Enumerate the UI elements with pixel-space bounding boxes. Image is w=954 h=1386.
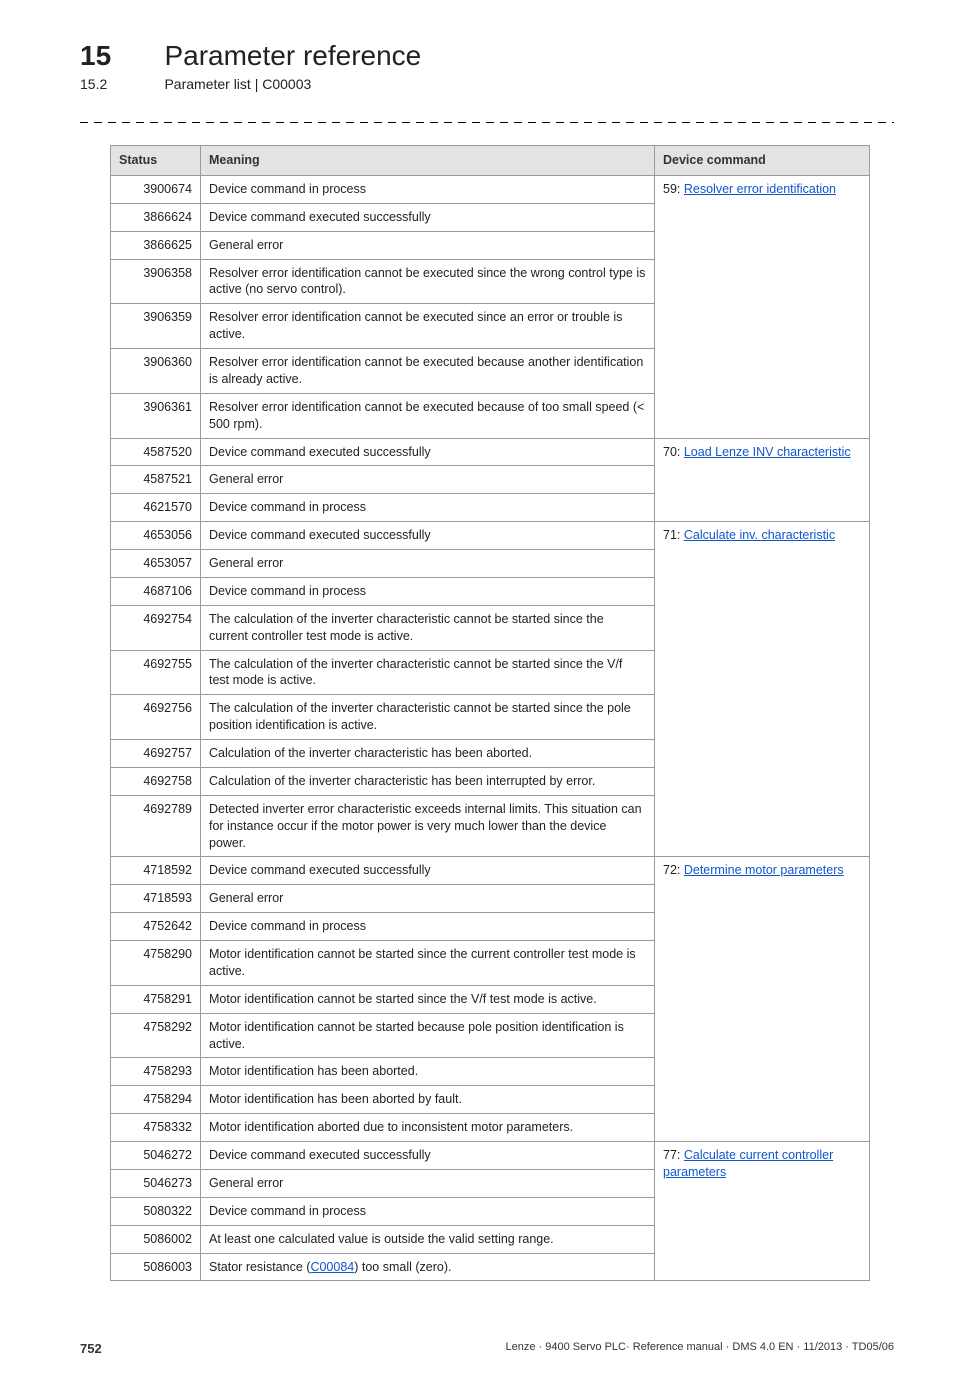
meaning-cell: General error	[201, 550, 655, 578]
table-row: 5046272Device command executed successfu…	[111, 1142, 870, 1170]
meaning-cell: Calculation of the inverter characterist…	[201, 767, 655, 795]
table-header-row: Status Meaning Device command	[111, 146, 870, 176]
status-cell: 4692754	[111, 605, 201, 650]
status-cell: 4587520	[111, 438, 201, 466]
command-cell: 71: Calculate inv. characteristic	[655, 522, 870, 857]
table-row: 3900674Device command in process59: Reso…	[111, 175, 870, 203]
status-cell: 3906360	[111, 349, 201, 394]
status-cell: 3866624	[111, 203, 201, 231]
inline-link[interactable]: C00084	[310, 1260, 354, 1274]
command-link[interactable]: Determine motor parameters	[684, 863, 844, 877]
table-row: 4718592Device command executed successfu…	[111, 857, 870, 885]
table-row: 4587520Device command executed successfu…	[111, 438, 870, 466]
command-cell: 70: Load Lenze INV characteristic	[655, 438, 870, 522]
footer-info: Lenze · 9400 Servo PLC· Reference manual…	[506, 1341, 894, 1356]
status-cell: 4687106	[111, 577, 201, 605]
command-link[interactable]: Load Lenze INV characteristic	[684, 445, 851, 459]
meaning-cell: Device command in process	[201, 494, 655, 522]
status-cell: 5086003	[111, 1253, 201, 1281]
meaning-cell: General error	[201, 1169, 655, 1197]
status-cell: 4653056	[111, 522, 201, 550]
status-cell: 4692757	[111, 740, 201, 768]
meaning-cell: Calculation of the inverter characterist…	[201, 740, 655, 768]
status-cell: 4758332	[111, 1114, 201, 1142]
meaning-cell: The calculation of the inverter characte…	[201, 695, 655, 740]
status-cell: 4758293	[111, 1058, 201, 1086]
status-cell: 5086002	[111, 1225, 201, 1253]
status-cell: 5046272	[111, 1142, 201, 1170]
divider	[80, 122, 894, 123]
meaning-cell: Resolver error identification cannot be …	[201, 304, 655, 349]
table-row: 4653056Device command executed successfu…	[111, 522, 870, 550]
command-cell: 72: Determine motor parameters	[655, 857, 870, 1142]
meaning-cell: At least one calculated value is outside…	[201, 1225, 655, 1253]
parameter-table: Status Meaning Device command 3900674Dev…	[110, 145, 870, 1281]
status-cell: 4758292	[111, 1013, 201, 1058]
meaning-cell: Motor identification cannot be started b…	[201, 1013, 655, 1058]
meaning-cell: Device command in process	[201, 913, 655, 941]
meaning-cell: General error	[201, 466, 655, 494]
status-cell: 4758290	[111, 941, 201, 986]
status-cell: 4752642	[111, 913, 201, 941]
status-cell: 3900674	[111, 175, 201, 203]
page-number: 752	[80, 1341, 102, 1356]
meaning-cell: Motor identification has been aborted.	[201, 1058, 655, 1086]
status-cell: 4692789	[111, 795, 201, 857]
meaning-cell: Detected inverter error characteristic e…	[201, 795, 655, 857]
status-cell: 4758291	[111, 985, 201, 1013]
meaning-cell: Device command executed successfully	[201, 438, 655, 466]
meaning-cell: Motor identification cannot be started s…	[201, 941, 655, 986]
meaning-cell: General error	[201, 231, 655, 259]
meaning-cell: The calculation of the inverter characte…	[201, 650, 655, 695]
status-cell: 4718592	[111, 857, 201, 885]
meaning-cell: Resolver error identification cannot be …	[201, 259, 655, 304]
command-cell: 59: Resolver error identification	[655, 175, 870, 438]
section-number: 15.2	[80, 76, 160, 92]
status-cell: 4692755	[111, 650, 201, 695]
command-link[interactable]: Calculate current controller parameters	[663, 1148, 833, 1179]
status-cell: 3906359	[111, 304, 201, 349]
meaning-cell: The calculation of the inverter characte…	[201, 605, 655, 650]
meaning-cell: Device command in process	[201, 577, 655, 605]
command-cell: 77: Calculate current controller paramet…	[655, 1142, 870, 1281]
meaning-cell: Resolver error identification cannot be …	[201, 349, 655, 394]
meaning-cell: Motor identification has been aborted by…	[201, 1086, 655, 1114]
status-cell: 4587521	[111, 466, 201, 494]
meaning-cell: Resolver error identification cannot be …	[201, 393, 655, 438]
chapter-title: Parameter reference	[164, 40, 421, 72]
meaning-cell: Device command in process	[201, 1197, 655, 1225]
meaning-cell: Device command executed successfully	[201, 857, 655, 885]
col-command: Device command	[655, 146, 870, 176]
meaning-cell: Stator resistance (C00084) too small (ze…	[201, 1253, 655, 1281]
status-cell: 4621570	[111, 494, 201, 522]
meaning-cell: Device command in process	[201, 175, 655, 203]
status-cell: 3906358	[111, 259, 201, 304]
command-link[interactable]: Calculate inv. characteristic	[684, 528, 835, 542]
status-cell: 5046273	[111, 1169, 201, 1197]
chapter-number: 15	[80, 40, 160, 72]
status-cell: 3866625	[111, 231, 201, 259]
meaning-cell: Device command executed successfully	[201, 522, 655, 550]
meaning-cell: Device command executed successfully	[201, 203, 655, 231]
page-header: 15 Parameter reference 15.2 Parameter li…	[80, 40, 894, 94]
col-meaning: Meaning	[201, 146, 655, 176]
command-link[interactable]: Resolver error identification	[684, 182, 836, 196]
meaning-cell: General error	[201, 885, 655, 913]
meaning-cell: Motor identification aborted due to inco…	[201, 1114, 655, 1142]
status-cell: 4692758	[111, 767, 201, 795]
section-title: Parameter list | C00003	[164, 76, 311, 92]
status-cell: 4758294	[111, 1086, 201, 1114]
status-cell: 4692756	[111, 695, 201, 740]
status-cell: 3906361	[111, 393, 201, 438]
status-cell: 4718593	[111, 885, 201, 913]
meaning-cell: Motor identification cannot be started s…	[201, 985, 655, 1013]
col-status: Status	[111, 146, 201, 176]
status-cell: 5080322	[111, 1197, 201, 1225]
meaning-cell: Device command executed successfully	[201, 1142, 655, 1170]
page-footer: 752 Lenze · 9400 Servo PLC· Reference ma…	[80, 1341, 894, 1356]
status-cell: 4653057	[111, 550, 201, 578]
